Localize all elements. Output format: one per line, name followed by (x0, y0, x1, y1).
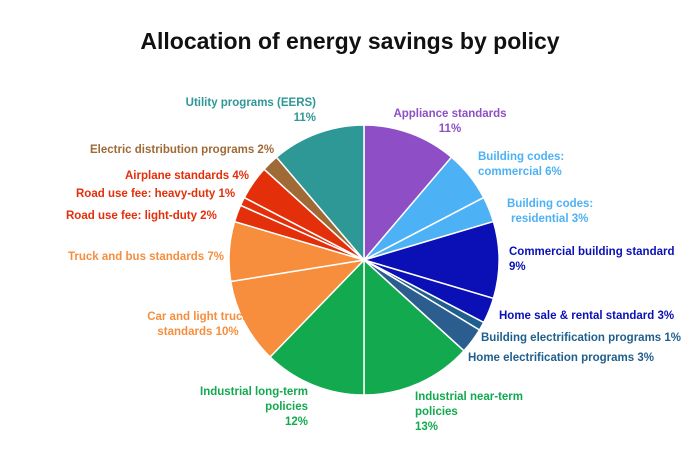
pie-slice-car-and-light-truck-standards (229, 258, 367, 359)
label-truck-bus: Truck and bus standards 7% (68, 251, 224, 263)
label-line2: commercial 6% (478, 166, 562, 178)
label-industrial-long-term: Industrial long-term policies 12% (180, 385, 308, 430)
pie-slice-utility-programs-eers (275, 124, 365, 263)
label-building-electrification: Building electrification programs 1% (481, 332, 682, 344)
label-line2: residential 3% (511, 213, 589, 225)
label-building-codes-residential: Building codes: residential 3% (507, 197, 593, 227)
label-electric-distribution: Electric distribution programs 2% (90, 144, 275, 156)
label-building-codes-commercial: Building codes: commercial 6% (478, 150, 564, 180)
label-line2: policies (265, 401, 308, 413)
label-home-electrification: Home electrification programs 3% (468, 352, 654, 364)
label-road-light-duty: Road use fee: light-duty 2% (66, 210, 217, 222)
label-pct: 11% (438, 123, 462, 135)
label-car-light-truck: Car and light truck standards 10% (130, 310, 266, 340)
label-line1: Building codes: (478, 151, 565, 163)
label-pct: 11% (293, 112, 316, 124)
label-road-heavy-duty: Road use fee: heavy-duty 1% (76, 188, 236, 200)
label-appliance-standards: Appliance standards 11% (388, 107, 512, 137)
label-pct: 9% (509, 261, 526, 273)
chart-title: Allocation of energy savings by policy (140, 28, 560, 54)
pie-slice-appliance-standards (363, 124, 453, 263)
pie-slice-industrial-long-term-policies (269, 258, 365, 396)
label-commercial-building-standard: Commercial building standard 9% (509, 245, 675, 275)
pie-slice-commercial-building-standard (361, 220, 500, 300)
label-line1: Building codes: (507, 198, 594, 210)
label-pct: 13% (415, 421, 439, 433)
label-airplane: Airplane standards 4% (125, 170, 249, 182)
label-name: Utility programs (EERS) (185, 97, 316, 109)
label-home-sale-rental: Home sale & rental standard 3% (499, 310, 675, 322)
label-line1: Industrial near-term (415, 391, 523, 403)
label-line1: Industrial long-term (200, 386, 308, 398)
label-line1: Car and light truck (147, 311, 249, 323)
label-line2: policies (415, 406, 458, 418)
label-industrial-near-term: Industrial near-term policies 13% (415, 390, 523, 435)
label-utility-programs: Utility programs (EERS) 11% (170, 96, 316, 126)
label-line2: standards 10% (157, 326, 239, 338)
label-pct: 12% (284, 416, 308, 428)
pie-slice-industrial-near-term-policies (363, 258, 465, 396)
label-name: Appliance standards (393, 108, 507, 120)
label-name: Commercial building standard (509, 246, 675, 258)
